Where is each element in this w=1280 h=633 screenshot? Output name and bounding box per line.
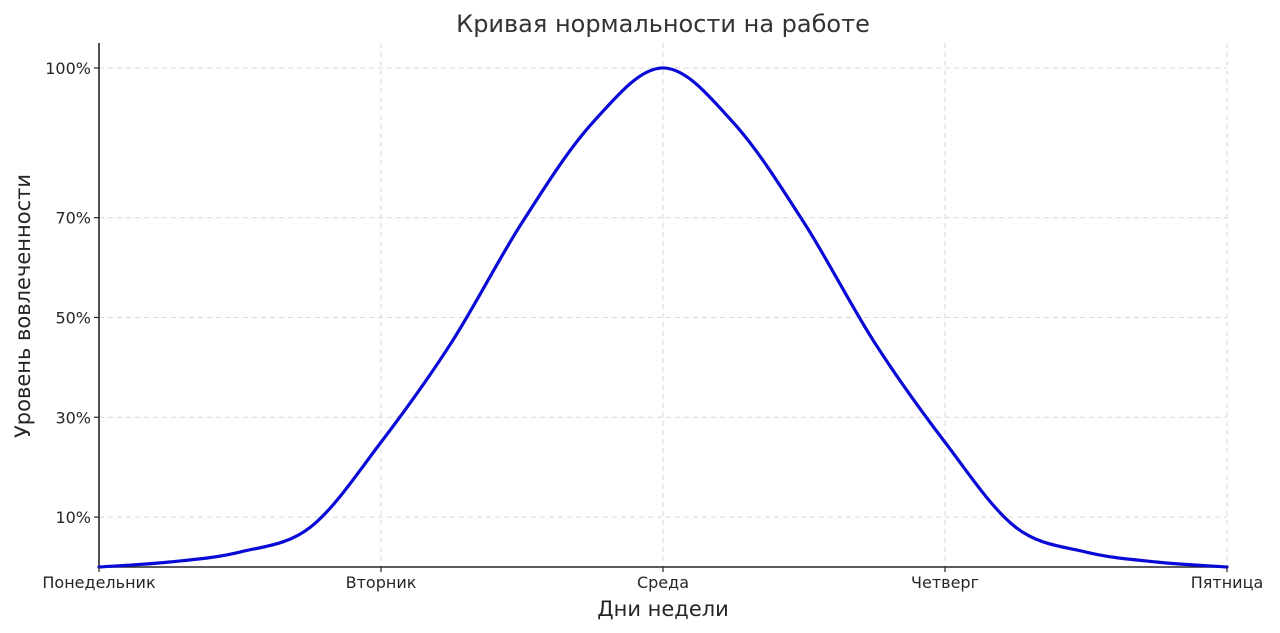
x-tick-label: Четверг [911, 573, 979, 592]
series-layer [97, 66, 1229, 569]
y-tick-label: 100% [45, 59, 91, 78]
x-tick-label: Пятница [1191, 573, 1264, 592]
y-tick-label: 70% [55, 209, 91, 228]
series-line [97, 66, 1229, 569]
y-tick-label: 10% [55, 508, 91, 527]
y-tick-label: 30% [55, 408, 91, 427]
chart-title: Кривая нормальности на работе [456, 10, 870, 38]
x-tick-label: Среда [637, 573, 689, 592]
x-tick-label: Вторник [346, 573, 417, 592]
y-tick-label: 50% [55, 308, 91, 327]
x-axis-label: Дни недели [597, 597, 729, 621]
ticks-layer: Понедельник Вторник Среда Четверг Пятница 10%… [42, 59, 1263, 592]
grid-layer [98, 43, 1228, 567]
y-axis-label: Уровень вовлеченности [11, 174, 35, 438]
x-tick-label: Понедельник [42, 573, 156, 592]
